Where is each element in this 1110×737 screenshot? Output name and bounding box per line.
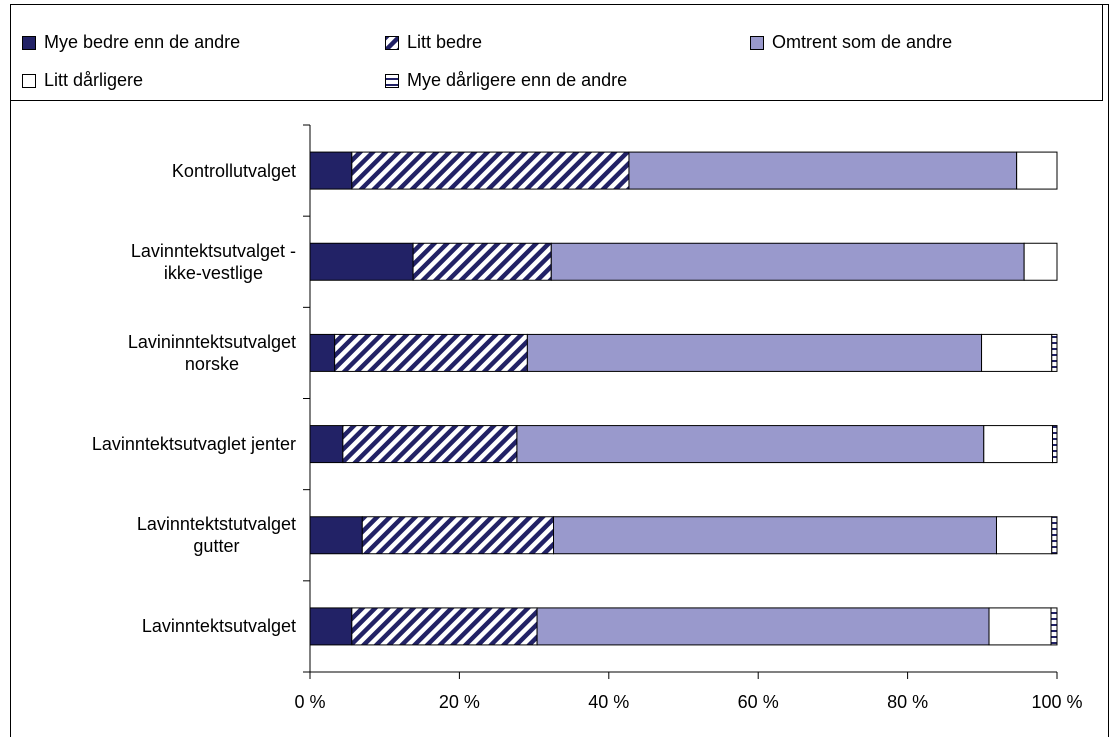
y-tick-label: Lavinntektsutvaglet jenter (91, 434, 296, 455)
bar-segment (981, 333, 1053, 372)
bar-segment (342, 425, 518, 464)
bar-segment (536, 607, 990, 646)
legend-label: Litt bedre (407, 32, 482, 52)
bar-segment (995, 516, 1053, 555)
legend-label: Mye dårligere enn de andre (407, 70, 627, 90)
bar-segment (309, 242, 414, 281)
x-tick-label: 100 % (1031, 692, 1082, 712)
y-tick-label: Lavinntektstutvalget gutter (136, 514, 296, 557)
bar-segment (550, 242, 1025, 281)
legend-swatch (22, 74, 36, 88)
x-tick-label: 0 % (294, 692, 325, 712)
legend-label: Omtrent som de andre (772, 32, 952, 52)
bar-segment (309, 607, 353, 646)
legend-swatch (22, 36, 36, 50)
bar-segment (1051, 516, 1058, 555)
bar-segment (1023, 242, 1058, 281)
x-tick-label: 20 % (439, 692, 480, 712)
y-tick-label: Lavinntektsutvalget - ikke-vestlige (130, 240, 296, 283)
bar-segment (309, 425, 344, 464)
bar-segment (516, 425, 985, 464)
bar-segment (361, 516, 555, 555)
x-tick-label: 80 % (887, 692, 928, 712)
bar-segment (553, 516, 997, 555)
bar-segment (526, 333, 983, 372)
bar-segment (988, 607, 1052, 646)
bar-segment (309, 516, 363, 555)
bar-segment (412, 242, 552, 281)
legend-swatch (385, 74, 399, 88)
bar-segment (334, 333, 528, 372)
x-tick-label: 60 % (738, 692, 779, 712)
legend-swatch (750, 36, 764, 50)
bar-segment (1050, 607, 1058, 646)
bar-segment (983, 425, 1054, 464)
bar-segment (309, 151, 353, 190)
bar-segment (628, 151, 1018, 190)
bar-segment (1016, 151, 1058, 190)
y-tick-label: Lavinntektsutvalget (141, 616, 296, 637)
bar-segment (1052, 425, 1058, 464)
y-tick-label: Lavininntektsutvalget norske (127, 331, 296, 374)
legend-label: Mye bedre enn de andre (44, 32, 240, 52)
bar-segment (351, 151, 630, 190)
bar-segment (1051, 333, 1058, 372)
x-tick-label: 40 % (588, 692, 629, 712)
bar-segment (309, 333, 336, 372)
bar-segment (351, 607, 538, 646)
y-tick-label: Kontrollutvalget (171, 160, 296, 181)
legend-box (10, 4, 1103, 101)
legend-swatch (385, 36, 399, 50)
legend-label: Litt dårligere (44, 70, 143, 90)
